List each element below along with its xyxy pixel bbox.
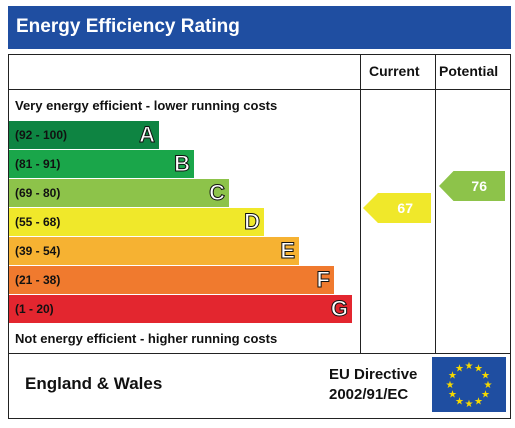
band-range: (21 - 38) [15, 273, 61, 287]
band-range: (81 - 91) [15, 157, 61, 171]
band-letter: B [174, 151, 191, 177]
star-icon: ★ [484, 380, 493, 391]
band-letter: G [330, 296, 348, 322]
rating-table: Current Potential Very energy efficient … [8, 54, 511, 419]
band-letter: E [280, 238, 296, 264]
band-range: (1 - 20) [15, 302, 54, 316]
band-letter: C [209, 180, 226, 206]
band-range: (55 - 68) [15, 215, 61, 229]
band-letter: F [316, 267, 330, 293]
band-letter: D [244, 209, 261, 235]
star-icon: ★ [455, 397, 464, 408]
band-range: (69 - 80) [15, 186, 61, 200]
band-range: (92 - 100) [15, 128, 68, 142]
star-icon: ★ [474, 397, 483, 408]
band-d: (55 - 68) D [9, 208, 264, 236]
star-icon: ★ [481, 390, 490, 401]
title-bar: Energy Efficiency Rating [8, 6, 511, 49]
star-icon: ★ [481, 371, 490, 382]
star-icon: ★ [465, 361, 474, 372]
potential-rating-value: 76 [471, 178, 487, 194]
band-a: (92 - 100) A [9, 121, 159, 149]
column-header-current: Current [369, 63, 420, 79]
current-rating-value: 67 [397, 200, 413, 216]
eu-flag-icon: ★ ★ ★ ★ ★ ★ ★ ★ ★ ★ ★ ★ [432, 357, 506, 412]
star-icon: ★ [448, 390, 457, 401]
star-icon: ★ [465, 399, 474, 410]
band-b: (81 - 91) B [9, 150, 194, 178]
divider [360, 55, 361, 353]
current-rating-arrow: 67 [363, 193, 431, 223]
star-icon: ★ [455, 364, 464, 375]
divider [435, 55, 436, 353]
note-inefficient: Not energy efficient - higher running co… [15, 331, 278, 346]
region-label: England & Wales [25, 374, 163, 393]
band-g: (1 - 20) G [9, 295, 352, 323]
page-title: Energy Efficiency Rating [16, 16, 240, 37]
band-range: (39 - 54) [15, 244, 61, 258]
column-header-potential: Potential [439, 63, 499, 79]
directive-line-1: EU Directive [329, 366, 418, 383]
star-icon: ★ [446, 380, 455, 391]
star-icon: ★ [448, 371, 457, 382]
directive-line-2: 2002/91/EC [329, 386, 409, 403]
divider [9, 89, 510, 90]
star-icon: ★ [474, 364, 483, 375]
band-e: (39 - 54) E [9, 237, 299, 265]
band-c: (69 - 80) C [9, 179, 229, 207]
note-efficient: Very energy efficient - lower running co… [15, 98, 278, 113]
divider [9, 353, 510, 354]
eu-stars-icon: ★ ★★★★★★★★★★★ [446, 361, 493, 410]
potential-rating-arrow: 76 [439, 171, 505, 201]
band-f: (21 - 38) F [9, 266, 334, 294]
directive-label: EU Directive 2002/91/EC [329, 365, 417, 405]
band-letter: A [139, 122, 156, 148]
